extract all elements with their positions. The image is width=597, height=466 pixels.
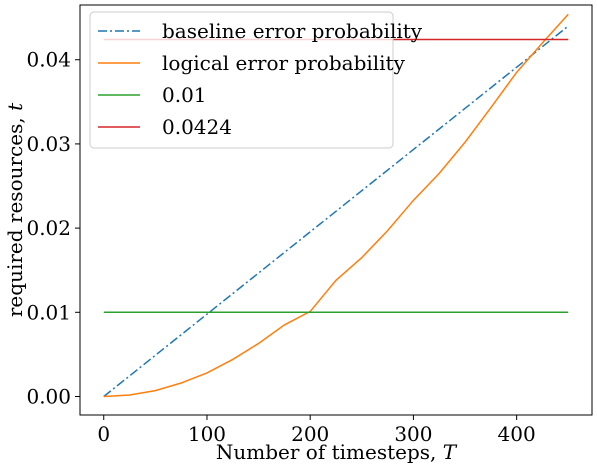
- legend-box: [89, 11, 394, 149]
- legend-label-logical-error-probability: logical error probability: [162, 51, 406, 75]
- y-tick-label: 0.01: [26, 300, 71, 324]
- y-axis-label: required resources, t: [3, 102, 27, 317]
- y-tick-label: 0.04: [26, 48, 71, 72]
- y-axis-label-var: t: [3, 102, 27, 111]
- x-tick-label: 200: [291, 422, 329, 446]
- series-line-logical-error-probability: [103, 13, 569, 398]
- x-tick-label: 100: [188, 422, 226, 446]
- y-tick-label: 0.00: [26, 384, 71, 408]
- y-axis-label-text: required resources,: [3, 111, 27, 317]
- x-tick-label: 300: [394, 422, 432, 446]
- legend: baseline error probability logical error …: [89, 11, 423, 149]
- x-tick-label: 0: [97, 422, 110, 446]
- y-tick-label: 0.03: [26, 132, 71, 156]
- legend-label-0-0424: 0.0424: [162, 115, 232, 139]
- x-axis-label-var: T: [443, 440, 458, 464]
- plot-frame: [79, 4, 593, 416]
- x-tick-label: 400: [498, 422, 536, 446]
- x-axis-label: Number of timesteps, T: [216, 440, 458, 464]
- y-tick-label: 0.02: [26, 216, 71, 240]
- series-line-baseline-error-probability: [103, 25, 569, 398]
- legend-label-baseline-error-probability: baseline error probability: [162, 19, 423, 43]
- x-axis-label-text: Number of timesteps,: [216, 440, 443, 464]
- legend-label-0-01: 0.01: [162, 83, 207, 107]
- ticks-layer: 0 100 200 300 400 0.00 0.01 0.02 0.03 0.04: [26, 48, 535, 446]
